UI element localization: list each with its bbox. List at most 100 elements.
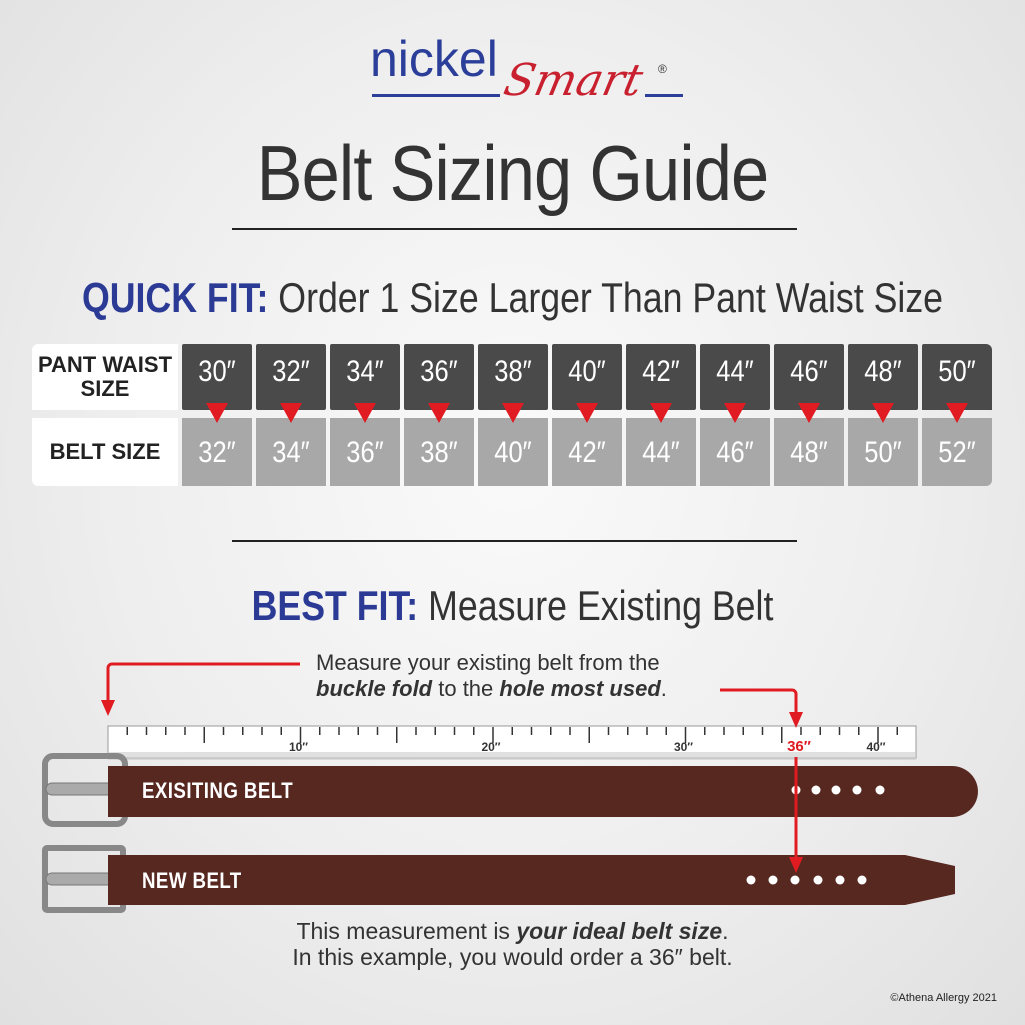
belt-size-value: 48″: [790, 436, 828, 469]
belt-hole: [790, 875, 800, 885]
belt-size-value: 50″: [864, 436, 902, 469]
pant-size-cell: 42″: [626, 344, 696, 410]
belt-hole: [831, 785, 841, 795]
logo-nickel: nickel: [370, 31, 498, 87]
footer-post: .: [722, 918, 729, 944]
instruction-bold2: hole most used: [499, 676, 661, 701]
belt-size-value: 52″: [938, 436, 976, 469]
ruler-label: 36″: [787, 738, 811, 755]
instruction-line1: Measure your existing belt from the: [316, 650, 660, 675]
arrow-down-icon: [206, 403, 228, 423]
footer-line2: In this example, you would order a 36″ b…: [292, 944, 733, 970]
pant-size-cell: 44″: [700, 344, 770, 410]
belt-size-cell: 46″: [700, 418, 770, 486]
belt-size-value: 44″: [642, 436, 680, 469]
pant-size-value: 32″: [272, 355, 310, 388]
pant-size-cell: 32″: [256, 344, 326, 410]
ruler-label: 10″: [289, 740, 308, 754]
pant-size-cell: 30″: [182, 344, 252, 410]
belt-hole: [857, 875, 867, 885]
arrow-down-icon: [354, 403, 376, 423]
pant-size-cell: 48″: [848, 344, 918, 410]
instruction-end: .: [660, 676, 667, 701]
ruler-label: 40″: [866, 740, 885, 754]
footer-bold: your ideal belt size: [516, 918, 723, 944]
belt-size-value: 46″: [716, 436, 754, 469]
belt-size-cell: 40″: [478, 418, 548, 486]
arrow-down-icon: [798, 403, 820, 423]
arrow-down-icon: [724, 403, 746, 423]
quick-fit-heading: QUICK FIT: Order 1 Size Larger Than Pant…: [77, 274, 948, 322]
pant-size-value: 50″: [938, 355, 976, 388]
belt-size-cell: 32″: [182, 418, 252, 486]
belt-hole: [768, 875, 778, 885]
copyright: ©Athena Allergy 2021: [890, 992, 997, 1004]
arrow-down-icon: [428, 403, 450, 423]
quick-fit-label: QUICK FIT:: [81, 274, 269, 321]
page-title: Belt Sizing Guide: [256, 129, 769, 217]
footer-pre: This measurement is: [296, 918, 517, 944]
existing-belt-label: EXISITING BELT: [142, 778, 294, 803]
divider: [232, 228, 797, 230]
pant-waist-label: PANT WAIST SIZE: [32, 344, 178, 410]
pant-size-value: 42″: [642, 355, 680, 388]
existing-belt: [108, 766, 978, 817]
belt-size-value: 32″: [198, 436, 236, 469]
belt-size-cell: 36″: [330, 418, 400, 486]
pant-size-cell: 40″: [552, 344, 622, 410]
belt-size-cell: 38″: [404, 418, 474, 486]
pant-size-value: 36″: [420, 355, 458, 388]
best-fit-text: Measure Existing Belt: [428, 582, 774, 629]
arrow-down-icon: [576, 403, 598, 423]
belt-size-value: 36″: [346, 436, 384, 469]
arrowhead-icon: [789, 712, 803, 728]
belt-hole: [746, 875, 756, 885]
pant-size-value: 40″: [568, 355, 606, 388]
arrow-down-icon: [650, 403, 672, 423]
pant-size-value: 48″: [864, 355, 902, 388]
ruler-shadow: [108, 752, 916, 760]
ruler: 10″ 20″ 30″ 36″ 40″: [107, 725, 917, 760]
arrow-hole-most-used: [720, 688, 798, 714]
arrowhead-icon: [101, 700, 115, 716]
belt-hole: [875, 785, 885, 795]
ruler-label: 30″: [674, 740, 693, 754]
ruler-label: 20″: [481, 740, 500, 754]
arrow-down-icon: [946, 403, 968, 423]
pant-size-value: 44″: [716, 355, 754, 388]
arrowhead-icon: [789, 857, 803, 873]
arrow-down-icon: [872, 403, 894, 423]
belt-size-cell: 34″: [256, 418, 326, 486]
pant-size-value: 46″: [790, 355, 828, 388]
belt-size-value: 38″: [420, 436, 458, 469]
belt-hole: [811, 785, 821, 795]
belt-size-cell: 50″: [848, 418, 918, 486]
pant-size-cell: 36″: [404, 344, 474, 410]
arrowheads: [101, 700, 803, 873]
divider: [232, 540, 797, 542]
belt-size-label: BELT SIZE: [32, 418, 178, 486]
instruction-mid: to the: [432, 676, 500, 701]
measure-arrows: [106, 662, 798, 860]
instruction-text: Measure your existing belt from the buck…: [316, 650, 667, 702]
belt-hole: [852, 785, 862, 795]
pant-size-cell: 46″: [774, 344, 844, 410]
belt-size-cell: 48″: [774, 418, 844, 486]
logo-underline: [645, 94, 683, 97]
belt-size-cell: 52″: [922, 418, 992, 486]
arrow-buckle-fold: [106, 662, 300, 702]
pant-size-value: 34″: [346, 355, 384, 388]
pant-size-cell: 34″: [330, 344, 400, 410]
best-fit-label: BEST FIT:: [251, 582, 419, 629]
belt-size-cell: 44″: [626, 418, 696, 486]
arrow-down-icon: [280, 403, 302, 423]
new-belt: [108, 855, 955, 905]
instruction-bold1: buckle fold: [316, 676, 433, 701]
logo-registered: ®: [658, 62, 667, 76]
belt-size-value: 34″: [272, 436, 310, 469]
pant-size-cell: 50″: [922, 344, 992, 410]
logo-underline: [372, 94, 500, 97]
footer-text: This measurement is your ideal belt size…: [0, 918, 1025, 970]
pant-size-value: 30″: [198, 355, 236, 388]
